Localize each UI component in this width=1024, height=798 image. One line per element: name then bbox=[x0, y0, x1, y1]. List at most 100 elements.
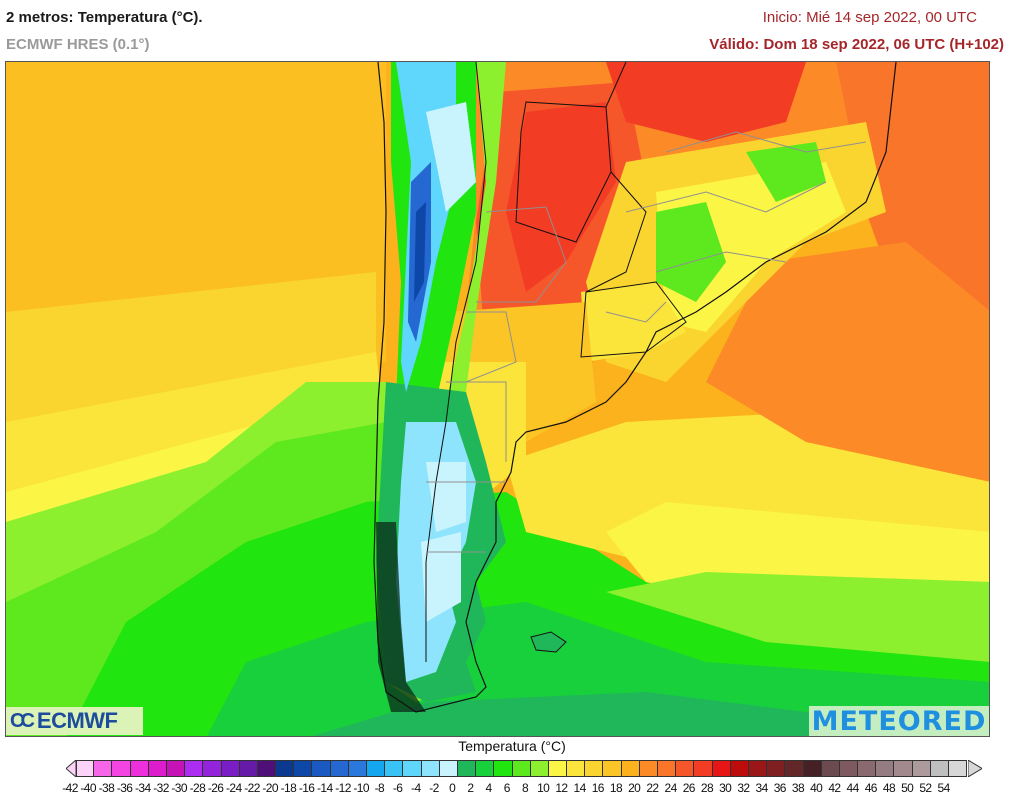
colorbar-cell bbox=[894, 760, 913, 777]
colorbar-cell bbox=[694, 760, 713, 777]
colorbar-cell bbox=[658, 760, 677, 777]
colorbar-tick-label: 44 bbox=[846, 781, 860, 795]
valid-time: Válido: Dom 18 sep 2022, 06 UTC (H+102) bbox=[709, 36, 1004, 53]
colorbar-tick-label: -34 bbox=[135, 781, 151, 795]
colorbar-tick-label: -14 bbox=[317, 781, 333, 795]
temperature-map[interactable] bbox=[5, 61, 990, 737]
colorbar-cell bbox=[130, 760, 149, 777]
colorbar-cell bbox=[639, 760, 658, 777]
colorbar-cell bbox=[367, 760, 386, 777]
colorbar-tick-label: 2 bbox=[467, 781, 474, 795]
colorbar-cell bbox=[421, 760, 440, 777]
colorbar-tick-label: -36 bbox=[116, 781, 133, 795]
colorbar-cell bbox=[912, 760, 931, 777]
colorbar-tick-label: 6 bbox=[503, 781, 511, 795]
colorbar-cell bbox=[712, 760, 731, 777]
colorbar-cell bbox=[839, 760, 859, 777]
colorbar-title: Temperatura (°C) bbox=[458, 738, 566, 754]
colorbar-tick-label: -4 bbox=[411, 781, 421, 795]
colorbar-tick-label: -6 bbox=[392, 781, 403, 795]
colorbar-tick-label: 38 bbox=[791, 781, 805, 795]
meteored-logo-text: METEORED bbox=[811, 705, 987, 737]
colorbar-cell bbox=[112, 760, 131, 777]
colorbar-tick-label: 46 bbox=[864, 781, 878, 795]
map-title: 2 metros: Temperatura (°C). bbox=[6, 9, 203, 26]
colorbar-tick-label: 52 bbox=[919, 781, 932, 795]
colorbar-cell bbox=[203, 760, 222, 777]
colorbar-tick-label: -26 bbox=[207, 781, 224, 795]
colorbar-tick-label: -12 bbox=[335, 781, 351, 795]
colorbar-tick-label: 18 bbox=[609, 781, 623, 795]
ecmwf-logo: CC ECMWF bbox=[6, 707, 143, 735]
colorbar-cell bbox=[494, 760, 513, 777]
colorbar-cell bbox=[148, 760, 167, 777]
colorbar-tick-label: 0 bbox=[449, 781, 456, 795]
meteored-logo: METEORED bbox=[809, 705, 989, 737]
colorbar-tick-label: -8 bbox=[374, 781, 385, 795]
colorbar-cell bbox=[239, 760, 258, 777]
colorbar-cell bbox=[949, 760, 968, 777]
colorbar-cell bbox=[476, 760, 495, 777]
model-label: ECMWF HRES (0.1°) bbox=[6, 36, 150, 53]
colorbar-tick-label: -30 bbox=[171, 781, 187, 795]
colorbar-cell bbox=[403, 760, 422, 777]
colorbar-tick-label: 24 bbox=[664, 781, 678, 795]
colorbar-tick-label: 8 bbox=[521, 781, 529, 795]
colorbar-tick-label: 16 bbox=[591, 781, 605, 795]
colorbar bbox=[76, 760, 968, 777]
colorbar-cell bbox=[785, 760, 804, 777]
colorbar-tick-label: 48 bbox=[882, 781, 896, 795]
colorbar-cell bbox=[676, 760, 695, 777]
colorbar-tick-label: 10 bbox=[537, 781, 550, 795]
colorbar-cell bbox=[257, 760, 277, 777]
colorbar-tick-label: 30 bbox=[719, 781, 732, 795]
init-time: Inicio: Mié 14 sep 2022, 00 UTC bbox=[762, 9, 977, 26]
colorbar-min-arrow-icon bbox=[66, 760, 76, 777]
colorbar-tick-label: -18 bbox=[280, 781, 297, 795]
colorbar-cell bbox=[312, 760, 331, 777]
colorbar-tick-label: 32 bbox=[737, 781, 750, 795]
colorbar-tick-label: -24 bbox=[226, 781, 242, 795]
colorbar-cell bbox=[876, 760, 895, 777]
colorbar-cell bbox=[512, 760, 531, 777]
colorbar-tick-label: 14 bbox=[573, 781, 587, 795]
colorbar-cell bbox=[166, 760, 186, 777]
colorbar-cell bbox=[439, 760, 458, 777]
colorbar-cell bbox=[567, 760, 586, 777]
colorbar-cell bbox=[858, 760, 877, 777]
colorbar-cell bbox=[585, 760, 604, 777]
colorbar-cell bbox=[767, 760, 786, 777]
colorbar-cell bbox=[221, 760, 240, 777]
colorbar-cell bbox=[76, 760, 95, 777]
colorbar-cell bbox=[348, 760, 367, 777]
colorbar-tick-label: 50 bbox=[901, 781, 914, 795]
colorbar-cell bbox=[330, 760, 349, 777]
colorbar-cell bbox=[930, 760, 949, 777]
colorbar-tick-label: -40 bbox=[80, 781, 96, 795]
colorbar-tick-label: 36 bbox=[773, 781, 787, 795]
colorbar-tick-label: 4 bbox=[485, 781, 493, 795]
colorbar-cell bbox=[457, 760, 477, 777]
colorbar-cell bbox=[530, 760, 549, 777]
colorbar-cell bbox=[821, 760, 840, 777]
colorbar-tick-label: 54 bbox=[937, 781, 951, 795]
ecmwf-symbol-icon: CC bbox=[10, 709, 35, 732]
colorbar-tick-label: 34 bbox=[755, 781, 769, 795]
colorbar-max-arrow-icon bbox=[967, 760, 982, 777]
colorbar-tick-label: -38 bbox=[98, 781, 115, 795]
colorbar-cell bbox=[294, 760, 313, 777]
colorbar-tick-label: -22 bbox=[244, 781, 260, 795]
colorbar-tick-label: -2 bbox=[429, 781, 439, 795]
ecmwf-logo-text: ECMWF bbox=[36, 708, 118, 733]
colorbar-tick-label: 20 bbox=[628, 781, 641, 795]
colorbar-tick-label: -42 bbox=[62, 781, 78, 795]
colorbar-cell bbox=[385, 760, 404, 777]
colorbar-tick-label: -28 bbox=[189, 781, 206, 795]
colorbar-cell bbox=[548, 760, 568, 777]
colorbar-cell bbox=[94, 760, 113, 777]
colorbar-tick-label: 26 bbox=[682, 781, 696, 795]
colorbar-tick-label: -10 bbox=[353, 781, 369, 795]
colorbar-tick-label: -16 bbox=[298, 781, 315, 795]
colorbar-tick-label: 28 bbox=[700, 781, 714, 795]
colorbar-cell bbox=[748, 760, 768, 777]
